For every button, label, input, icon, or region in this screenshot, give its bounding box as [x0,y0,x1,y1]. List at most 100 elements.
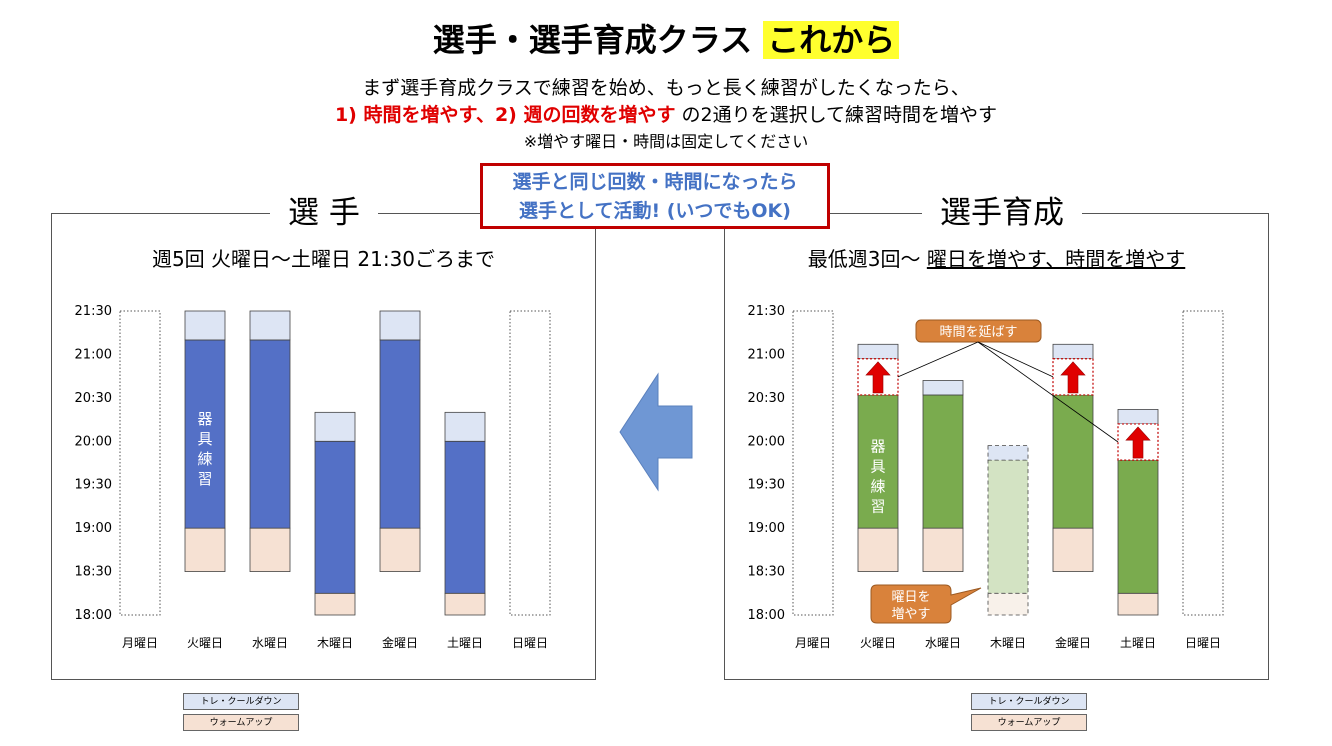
cooldown-segment [857,343,899,360]
main-segment [249,339,291,529]
x-tick-label: 木曜日 [990,636,1026,650]
y-tick-label: 18:00 [75,608,112,623]
intro-note: ※増やす曜日・時間は固定してください [523,132,809,151]
y-tick-label: 19:30 [748,478,785,493]
leader-line [977,341,1054,378]
main-segment [922,394,964,529]
up-arrow-icon [865,361,891,394]
subtitle-underlined: 曜日を増やす、時間を増やす [926,247,1186,271]
intro-line-1: まず選手育成クラスで練習を始め、もっと長く練習がしたくなったら、 [362,77,970,99]
y-tick-label: 20:30 [75,391,112,406]
main-segment [857,394,899,529]
panel-ikusei-title: 選手育成 [922,193,1082,233]
subtitle-plain: 最低週3回〜 [807,247,927,271]
x-tick-label: 火曜日 [860,636,896,650]
x-tick-label: 水曜日 [252,636,288,650]
legend-cooldown-left: トレ・クールダウン [183,693,299,710]
x-tick-label: 木曜日 [317,636,353,650]
bar-label-char: 具 [197,430,212,448]
legend-cooldown-right: トレ・クールダウン [971,693,1087,710]
main-segment [184,339,226,529]
cooldown-segment [1052,343,1094,360]
main-segment [379,339,421,529]
y-tick-label: 19:00 [75,521,112,536]
up-arrow-icon [1060,361,1086,394]
y-tick-label: 20:30 [748,391,785,406]
title-main: 選手・選手育成クラス [432,21,753,59]
cooldown-segment [987,445,1029,461]
panel-ikusei-subtitle: 最低週3回〜 曜日を増やす、時間を増やす [724,246,1269,272]
callout-box: 選手と同じ回数・時間になったら 選手として活動! (いつでもOK) [480,163,830,229]
x-tick-label: 日曜日 [1185,636,1221,650]
cooldown-segment [444,411,486,442]
cooldown-segment [314,411,356,442]
warmup-segment [857,527,899,572]
x-tick-label: 日曜日 [512,636,548,650]
bar-label-char: 習 [197,470,212,488]
callout-line-1: 選手と同じ回数・時間になったら [512,171,798,193]
empty-day-bar [792,310,834,616]
warmup-segment [314,592,356,616]
y-tick-label: 20:00 [75,434,112,449]
add-day-label-1: 曜日を [891,590,930,605]
up-arrow-icon [1125,426,1151,459]
intro-line-2: 1) 時間を増やす、2) 週の回数を増やす の2通りを選択して練習時間を増やす [0,103,1332,127]
legend-warmup-right: ウォームアップ [971,714,1087,731]
add-day-label-2: 増やす [891,607,930,622]
empty-day-bar [1182,310,1224,616]
bar-label-char: 練 [870,478,885,496]
main-segment [314,440,356,594]
warmup-segment [922,527,964,572]
y-tick-label: 20:00 [748,434,785,449]
intro-highlight: 1) 時間を増やす、2) 週の回数を増やす [334,104,676,126]
warmup-segment [1117,592,1159,616]
y-tick-label: 21:00 [748,347,785,362]
warmup-segment [444,592,486,616]
bar-label-char: 器 [197,410,212,428]
x-tick-label: 金曜日 [382,635,418,650]
main-segment [987,459,1029,594]
y-tick-label: 18:30 [748,565,785,580]
warmup-segment [379,527,421,572]
x-tick-label: 水曜日 [925,636,961,650]
y-tick-label: 19:30 [75,478,112,493]
y-tick-label: 18:30 [75,565,112,580]
bar-label-char: 練 [197,450,212,468]
empty-day-bar [509,310,551,616]
callout-line-2: 選手として活動! (いつでもOK) [519,200,791,222]
cooldown-segment [379,310,421,341]
x-tick-label: 土曜日 [447,636,483,650]
main-segment [1052,394,1094,529]
leader-line [897,341,979,378]
panel-senshu-title: 選 手 [270,193,378,233]
legend-warmup-left: ウォームアップ [183,714,299,731]
bar-label-char: 具 [870,458,885,476]
main-segment [1117,459,1159,594]
bar-label-char: 器 [870,438,885,456]
intro-rest: の2通りを選択して練習時間を増やす [675,104,998,126]
warmup-segment [987,592,1029,616]
x-tick-label: 月曜日 [122,636,158,650]
x-tick-label: 月曜日 [795,636,831,650]
main-segment [444,440,486,594]
y-tick-label: 21:30 [748,304,785,319]
left-arrow-icon [619,372,693,492]
page-title: 選手・選手育成クラス これから [0,14,1332,66]
bar-label-char: 習 [870,498,885,516]
y-tick-label: 21:00 [75,347,112,362]
empty-day-bar [119,310,161,616]
cooldown-segment [249,310,291,341]
warmup-segment [249,527,291,572]
x-tick-label: 火曜日 [187,636,223,650]
x-tick-label: 土曜日 [1120,636,1156,650]
title-highlight: これから [763,21,900,59]
x-tick-label: 金曜日 [1055,635,1091,650]
extend-time-label: 時間を延ばす [939,325,1017,340]
y-tick-label: 19:00 [748,521,785,536]
y-tick-label: 21:30 [75,304,112,319]
warmup-segment [1052,527,1094,572]
cooldown-segment [922,380,964,396]
chart-ikusei: 21:30 21:00 20:30 20:00 19:30 19:00 18:30 18:00… [748,304,1224,650]
cooldown-segment [184,310,226,341]
warmup-segment [184,527,226,572]
